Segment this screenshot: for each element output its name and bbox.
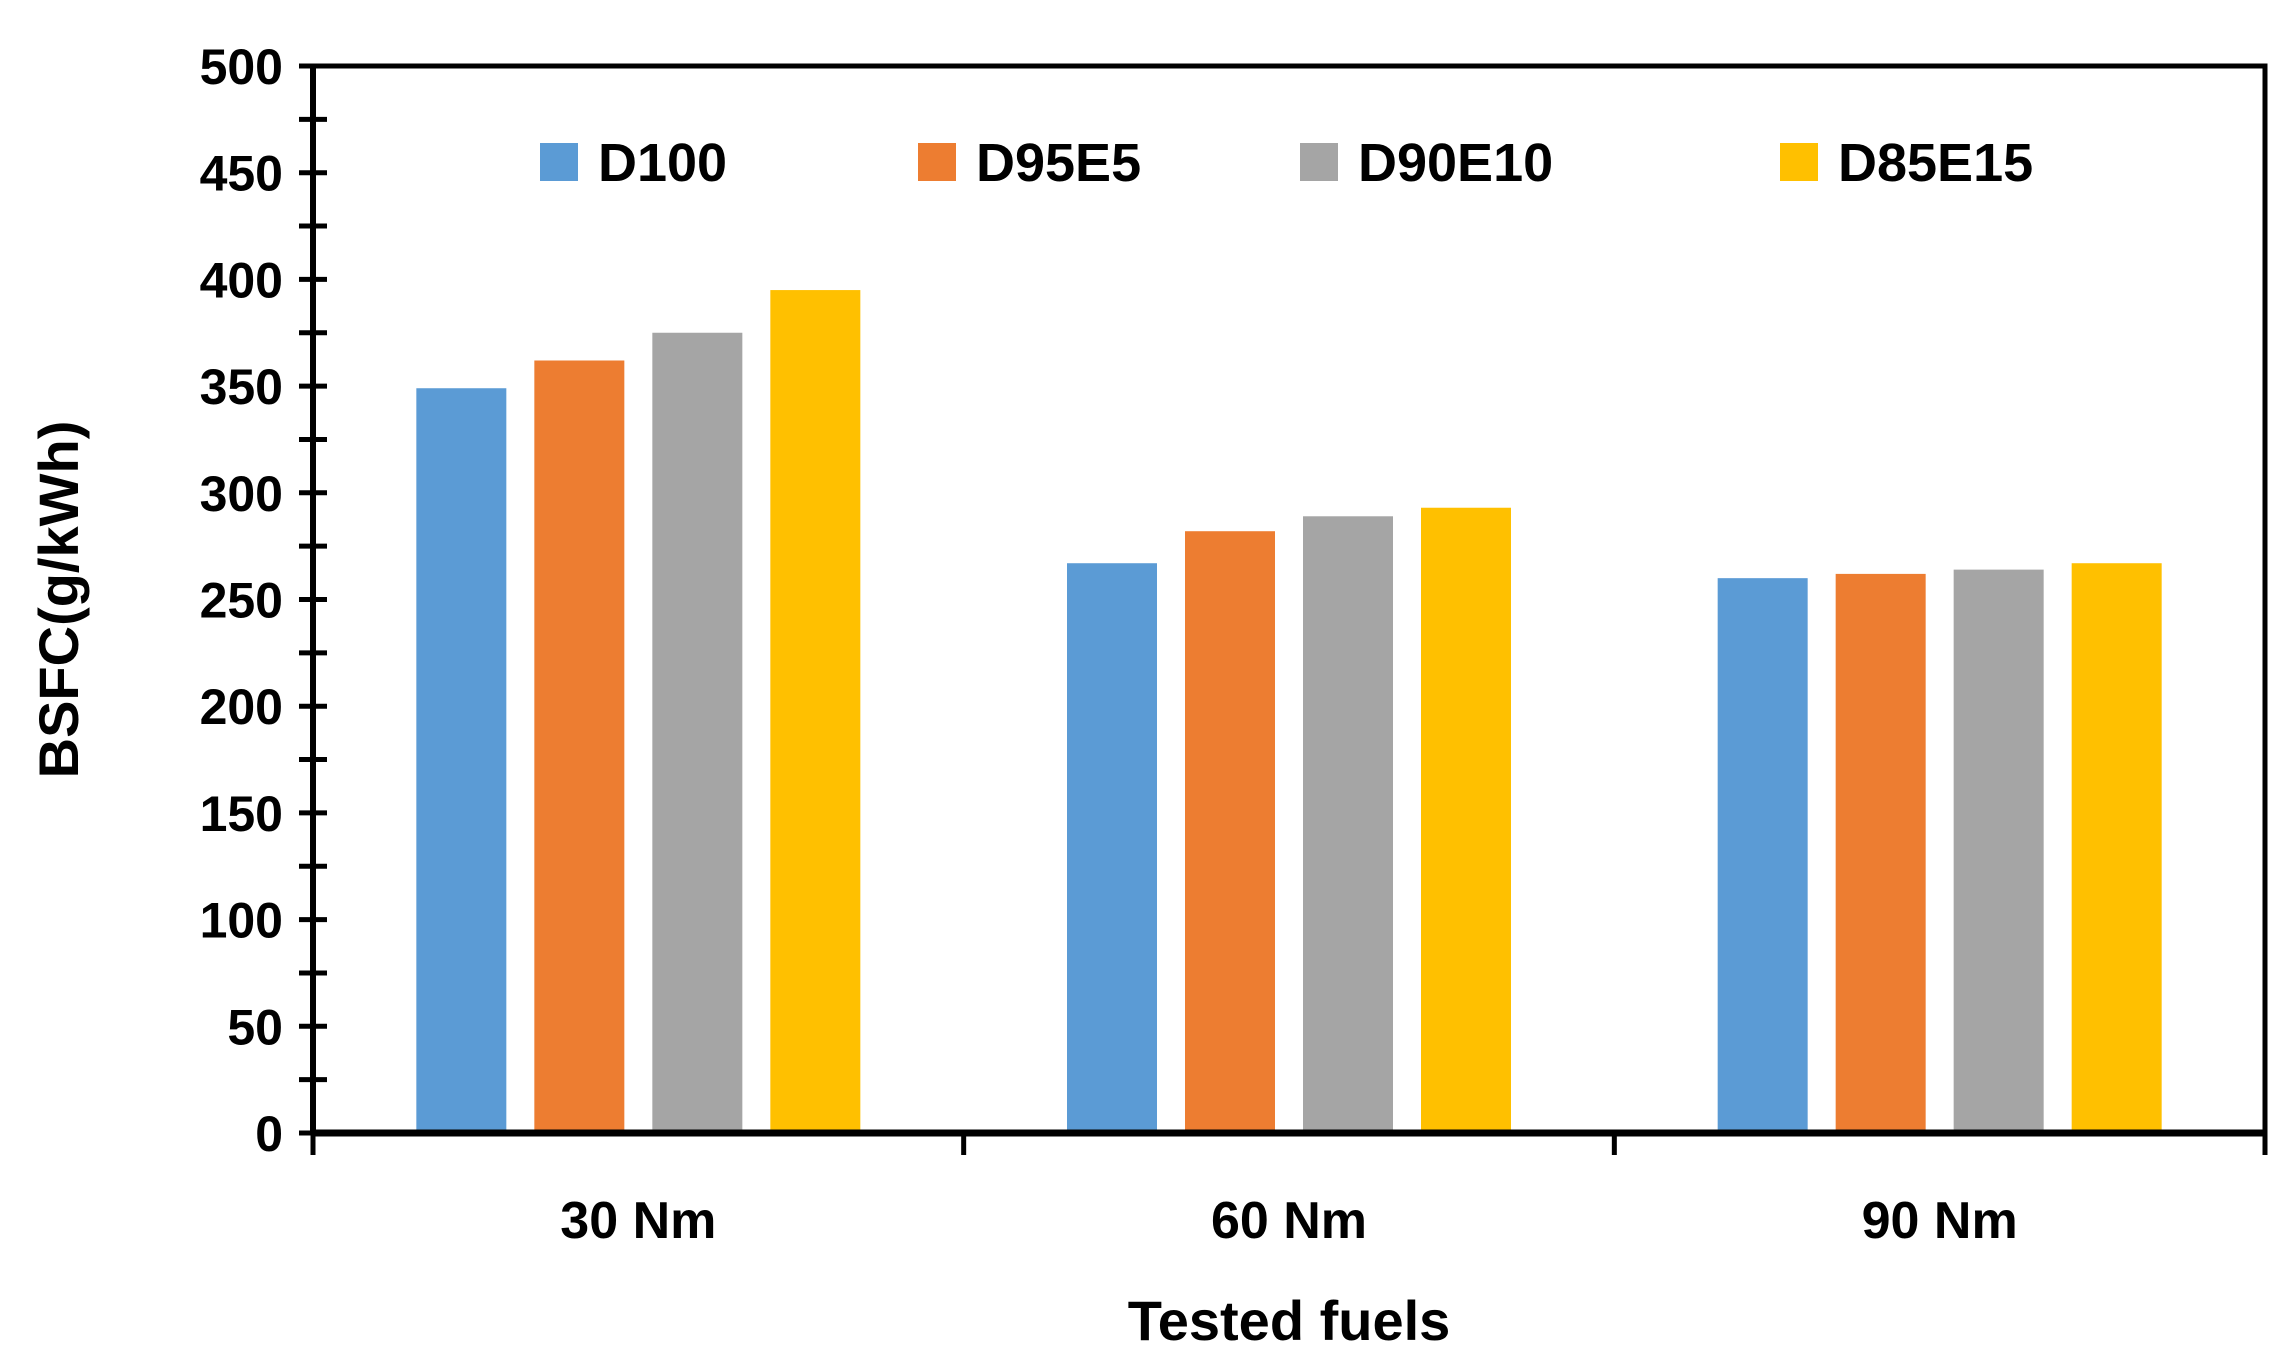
bar-d85e15-90-nm <box>2071 563 2162 1133</box>
bar-d95e5-90-nm <box>1835 573 1926 1133</box>
bars-group <box>416 290 2162 1133</box>
bar-d95e5-30-nm <box>534 360 625 1133</box>
legend-swatch-d85e15 <box>1780 143 1818 181</box>
y-tick-label: 200 <box>200 679 283 735</box>
y-tick-label: 400 <box>200 252 283 308</box>
bar-d90e10-60-nm <box>1303 516 1393 1133</box>
y-tick-label: 500 <box>200 39 283 95</box>
y-tick-label: 150 <box>200 786 283 842</box>
legend-label-d95e5: D95E5 <box>976 133 1141 193</box>
y-axis-title: BSFC(g/kWh) <box>27 421 90 779</box>
y-tick-labels: 0 50 100 150 200 250 300 350 400 450 500 <box>200 39 283 1162</box>
y-tick-label: 450 <box>200 146 283 202</box>
legend-swatch-d100 <box>540 143 578 181</box>
legend: D100 D95E5 D90E10 D85E15 <box>540 133 2033 193</box>
y-tick-label: 100 <box>200 893 283 949</box>
bar-d90e10-90-nm <box>1953 569 2044 1133</box>
legend-label-d100: D100 <box>598 133 727 193</box>
bar-d100-30-nm <box>416 388 507 1133</box>
y-tick-label: 250 <box>200 573 283 629</box>
y-tick-label: 300 <box>200 466 283 522</box>
legend-label-d90e10: D90E10 <box>1358 133 1553 193</box>
axes-group <box>299 63 2268 1155</box>
y-tick-label: 350 <box>200 359 283 415</box>
x-category-label: 90 Nm <box>1862 1192 2018 1250</box>
y-tick-label: 50 <box>227 999 283 1055</box>
legend-label-d85e15: D85E15 <box>1838 133 2033 193</box>
x-category-label: 30 Nm <box>560 1192 716 1250</box>
legend-swatch-d95e5 <box>918 143 956 181</box>
x-category-labels: 30 Nm 60 Nm 90 Nm <box>560 1192 2017 1250</box>
bar-d85e15-30-nm <box>770 290 861 1133</box>
x-category-label: 60 Nm <box>1211 1192 1367 1250</box>
y-tick-label: 0 <box>255 1106 283 1162</box>
bar-d100-90-nm <box>1717 578 1808 1133</box>
bar-d85e15-60-nm <box>1421 507 1511 1133</box>
legend-swatch-d90e10 <box>1300 143 1338 181</box>
x-axis-title: Tested fuels <box>1128 1289 1451 1352</box>
bar-d100-60-nm <box>1067 563 1157 1133</box>
bar-d90e10-30-nm <box>652 332 743 1133</box>
bar-d95e5-60-nm <box>1185 531 1275 1133</box>
